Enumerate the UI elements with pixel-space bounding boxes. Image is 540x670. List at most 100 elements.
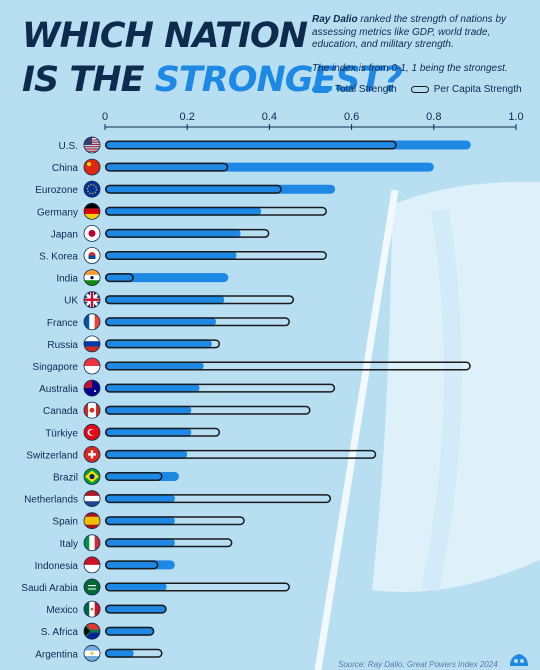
flag-brazil-icon <box>83 468 101 485</box>
brand-logo-icon <box>510 654 528 666</box>
title-line-2-part-a: IS THE <box>22 60 155 100</box>
bar-per-capita-strength <box>105 449 377 459</box>
flag-indonesia-icon <box>83 556 101 574</box>
chart-row: Argentina <box>35 644 163 662</box>
bar-total-strength <box>105 604 167 614</box>
x-tick-label-1: 0.2 <box>180 111 195 123</box>
chart-row: India <box>56 269 229 287</box>
x-tick-label-2: 0.4 <box>262 111 277 123</box>
category-label: India <box>56 274 78 285</box>
bar-per-capita-strength <box>105 494 332 504</box>
flag-singapore-icon <box>83 357 101 375</box>
chart-row: Japan <box>51 224 270 242</box>
flag-us-icon <box>83 136 101 154</box>
chart-row: Singapore <box>32 357 471 375</box>
flag-eu-icon <box>83 180 101 198</box>
bar-per-capita-strength <box>105 472 163 481</box>
category-label: S. Korea <box>39 252 78 263</box>
subtitle: Ray Dalio ranked the strength of nations… <box>312 14 532 52</box>
bar-total-strength <box>105 162 434 172</box>
flag-australia-icon <box>83 379 101 397</box>
bar-per-capita-strength <box>105 582 290 592</box>
flag-skorea-icon <box>83 247 101 264</box>
category-label: S. Africa <box>41 627 79 638</box>
title-line-2-accent: STRONGEST? <box>154 60 403 100</box>
chart-row: Eurozone <box>35 180 336 198</box>
bar-per-capita-strength <box>105 383 336 393</box>
legend: Total Strength Per Capita Strength <box>312 84 522 95</box>
chart-row: Germany <box>37 202 327 220</box>
bar-per-capita-strength <box>105 228 270 238</box>
bar-total-strength <box>105 273 229 283</box>
bar-per-capita-strength <box>105 560 159 570</box>
flag-china-icon <box>83 158 101 176</box>
category-label: France <box>47 318 79 329</box>
chart-row: Italy <box>60 534 233 552</box>
index-note: The index is from 0-1, 1 being the stron… <box>312 63 508 74</box>
chart-row: Indonesia <box>35 556 175 574</box>
flag-saudi-icon <box>83 578 101 596</box>
category-label: Saudi Arabia <box>21 583 78 594</box>
chart-row: China <box>52 158 434 176</box>
bar-total-strength <box>105 251 237 260</box>
flag-turkiye-icon <box>83 423 101 441</box>
x-tick-label-3: 0.6 <box>344 111 359 123</box>
category-label: Türkiye <box>45 428 78 439</box>
chart-row: Switzerland <box>26 445 377 463</box>
flag-uk-icon <box>83 291 101 309</box>
bar-per-capita-strength <box>105 361 471 371</box>
title-line-1: WHICH NATION <box>22 16 308 56</box>
category-label: Spain <box>52 517 78 528</box>
flag-mexico-icon <box>83 600 101 618</box>
flag-switzerland-icon <box>83 445 101 463</box>
chart-row: U.S. <box>59 136 471 154</box>
bar-per-capita-strength <box>105 295 295 305</box>
flag-fold-shape <box>421 208 462 592</box>
bar-per-capita-strength <box>105 405 311 415</box>
bar-total-strength <box>105 140 471 150</box>
flag-italy-icon <box>83 534 101 552</box>
bar-total-strength <box>105 228 241 238</box>
subtitle-author: Ray Dalio <box>312 14 358 25</box>
flag-pole-shape <box>314 189 399 670</box>
source-note: Source: Ray Dalio, Great Powers Index 20… <box>338 660 498 669</box>
category-label: Netherlands <box>24 495 78 506</box>
category-label: UK <box>64 296 78 307</box>
bar-per-capita-strength <box>105 427 221 437</box>
category-label: Argentina <box>35 649 78 660</box>
flag-india-icon <box>83 269 101 287</box>
bar-total-strength <box>105 339 212 349</box>
bar-per-capita-strength <box>105 273 134 283</box>
bar-total-strength <box>105 427 192 437</box>
bar-total-strength <box>105 206 262 216</box>
flag-japan-icon <box>83 224 101 242</box>
bar-total-strength <box>105 317 216 327</box>
chart-row: Russia <box>47 335 221 353</box>
bar-per-capita-strength <box>105 184 282 194</box>
category-label: Japan <box>51 229 78 240</box>
bar-per-capita-strength <box>105 626 155 636</box>
x-tick-label-4: 0.8 <box>426 111 441 123</box>
subtitle-text: ranked the strength of nations by assess… <box>312 14 507 50</box>
flag-russia-icon <box>83 335 101 353</box>
chart-row: Canada <box>43 401 311 419</box>
chart-row: Türkiye <box>45 423 221 441</box>
flag-safrica-icon <box>83 622 101 640</box>
bar-total-strength <box>105 538 175 548</box>
bar-per-capita-strength <box>105 339 221 349</box>
chart-row: Netherlands <box>24 490 332 508</box>
chart-row: UK <box>64 291 295 309</box>
category-label: China <box>52 163 79 174</box>
category-label: Mexico <box>46 605 78 616</box>
category-label: Singapore <box>32 362 78 373</box>
bar-total-strength <box>105 494 175 504</box>
legend-total-label: Total Strength <box>335 84 397 95</box>
bar-total-strength <box>105 626 155 636</box>
x-tick-label-0: 0 <box>102 111 108 123</box>
legend-per-capita-swatch <box>410 86 429 93</box>
chart-row: S. Africa <box>41 622 155 640</box>
bar-per-capita-strength <box>105 317 290 327</box>
category-label: Russia <box>47 340 78 351</box>
bar-per-capita-strength <box>105 604 167 614</box>
